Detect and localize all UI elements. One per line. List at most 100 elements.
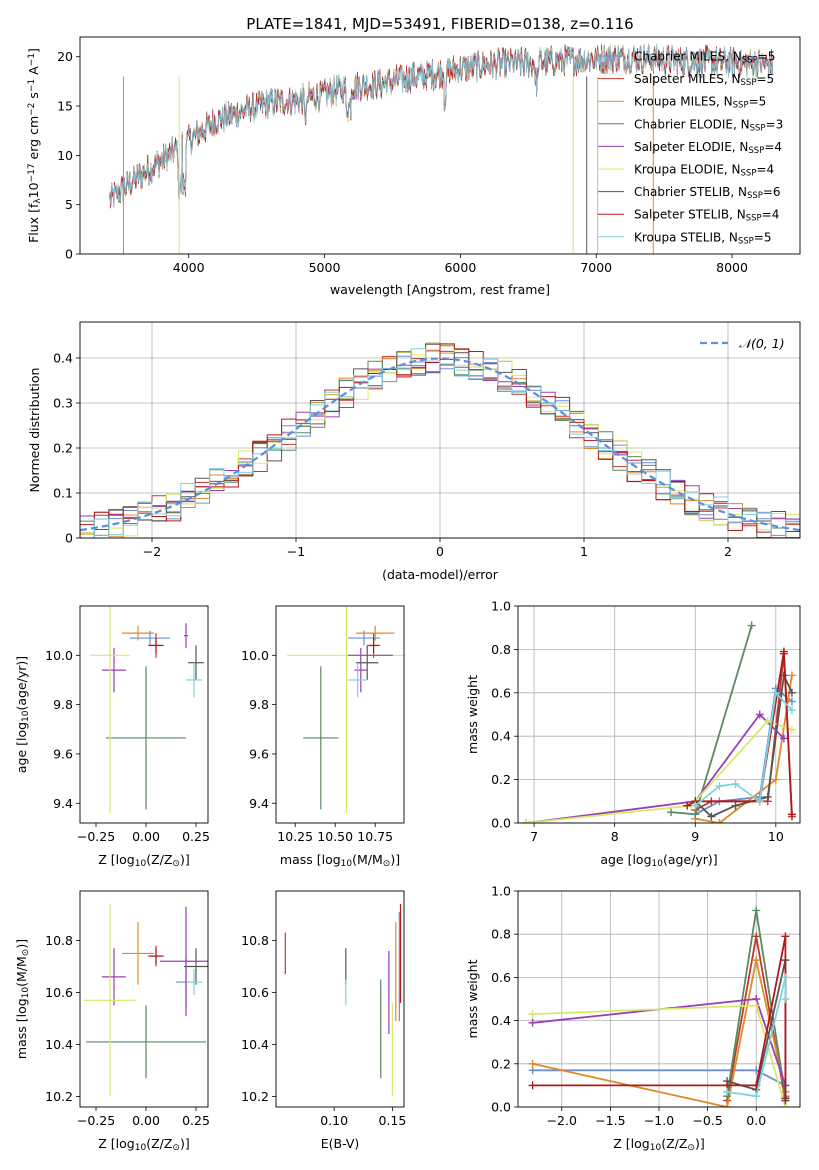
tick-label-y: 10.6 (45, 985, 73, 1000)
weight-marker (781, 932, 790, 941)
tick-label-y: 0.2 (53, 441, 73, 456)
tick-label-y: 5 (65, 197, 73, 212)
normal-reference-curve (80, 357, 800, 532)
legend-label-tail: =5 (754, 230, 772, 244)
tick-label-y: 9.8 (53, 697, 73, 712)
weight-line (526, 719, 793, 823)
weight-marker (755, 710, 764, 719)
weight-line (525, 713, 785, 823)
label-part: ⊙ (383, 859, 391, 869)
x-axis-label: mass [log10(M/M⊙)] (280, 852, 400, 869)
label-part: mass [log (280, 852, 341, 867)
weight-marker (771, 688, 780, 697)
tick-label-y: 9.8 (249, 697, 269, 712)
y-axis-label: age [log10(age/yr)] (14, 656, 31, 773)
label-part: ⊙ (172, 859, 180, 869)
weight-line (726, 977, 787, 1098)
label-part: Z [log (98, 1136, 134, 1151)
weight-marker (528, 1018, 537, 1027)
weight-marker (755, 797, 764, 806)
error-bars (84, 904, 208, 1097)
plot-frame (517, 605, 801, 824)
tick-label-y: 9.6 (53, 746, 73, 761)
x-axis-label: E(B-V) (321, 1136, 360, 1151)
y-axis-label: Normed distribution (27, 368, 42, 493)
weight-marker (707, 812, 716, 821)
legend-label-tail: =5 (758, 50, 776, 64)
label-part: erg cm (26, 116, 41, 164)
label-part: (age/yr)] (663, 852, 718, 867)
tick-label-y: 9.6 (249, 746, 269, 761)
legend-label: Salpeter ELODIE, NSSP=4 (634, 140, 782, 156)
plot-frame (79, 321, 801, 539)
tick-label-y: 1.0 (491, 599, 511, 614)
tick-label-y: 10.4 (241, 1037, 269, 1052)
label-part: (Z/Z (146, 1136, 172, 1151)
tick-label-y: 0.1 (53, 486, 73, 501)
tick-label-x: 2 (724, 544, 732, 559)
tick-label-x: −2 (143, 544, 161, 559)
tick-label-y: 10.2 (45, 1089, 73, 1104)
tick-label-y: 9.4 (249, 796, 269, 811)
tick-label-x: 10.50 (317, 829, 353, 844)
label-part: −2 (27, 103, 37, 116)
y-axis-label: Flux [fλ10−17 erg cm−2 s−1 A−1] (26, 48, 43, 243)
label-part: Z [log (98, 852, 134, 867)
weight-marker (779, 647, 788, 656)
error-bars (90, 606, 204, 814)
weight-marker (781, 995, 790, 1003)
legend-label-main: Salpeter ELODIE, N (634, 140, 748, 154)
panel-mass-weight-vs-Z: −2.0 −1.5 −1.0 −0.5 0.0 0.0 0.2 0.4 0.6 0.8 1.0 Z [… (465, 884, 801, 1153)
plot-frame (79, 890, 209, 1108)
tick-label-y: 10 (57, 148, 73, 163)
weight-marker (787, 725, 796, 734)
label-part: Z [log (613, 1136, 649, 1151)
y-axis-label: mass weight (465, 675, 480, 754)
tick-label-x: −0.25 (77, 829, 115, 844)
legend-label: Chabrier STELIB, NSSP=6 (634, 185, 781, 201)
label-part: −1 (27, 53, 37, 66)
x-axis-label: Z [log10(Z/Z⊙)] (98, 852, 189, 869)
legend-label-tail: =4 (762, 208, 780, 222)
weight-marker (528, 1081, 537, 1090)
tick-label-x: 6000 (444, 260, 476, 275)
weight-marker (752, 956, 761, 965)
tick-label-x: 9 (691, 829, 699, 844)
label-part: )] (695, 1136, 705, 1151)
panel-age-vs-Z: −0.25 0.00 0.259.49.69.810.0Z [log10(Z/Z⊙)… (14, 605, 210, 869)
legend-label-sub: SSP (733, 101, 749, 111)
label-part: 10 (650, 1143, 662, 1153)
legend-label-sub: SSP (748, 146, 764, 156)
weight-marker (752, 1092, 761, 1101)
label-part: 10 (21, 987, 31, 999)
legend-label-sub: SSP (750, 124, 766, 134)
tick-label-y: 10.4 (45, 1037, 73, 1052)
plot-frame (79, 605, 209, 824)
plot-frame (275, 605, 405, 824)
tick-label-x: 0.10 (320, 1113, 348, 1128)
label-part: λ (33, 198, 43, 204)
legend-label: Chabrier MILES, NSSP=5 (634, 50, 775, 66)
weight-marker (779, 671, 788, 680)
weight-marker (528, 1010, 537, 1019)
legend-label: Kroupa MILES, NSSP=5 (634, 95, 766, 111)
tick-label-x: 0.00 (132, 829, 160, 844)
weight-marker (747, 621, 756, 630)
weight-marker (787, 706, 796, 715)
spectrum-line (109, 44, 774, 207)
tick-label-y: 10.0 (241, 648, 269, 663)
label-part: ⊙ (172, 1143, 180, 1153)
legend-label-tail: =5 (756, 72, 774, 86)
error-bars (287, 606, 404, 814)
histogram-step-line (80, 348, 800, 538)
panel-histogram: −2 −1 0 1 2 0 0.1 0.2 0.3 0.4 (data-model)/error No… (27, 321, 801, 582)
tick-label-y: 15 (57, 99, 73, 114)
label-part: 10 (26, 182, 41, 198)
legend-label-sub: SSP (741, 78, 757, 88)
y-axis-label: mass weight (465, 959, 480, 1038)
plot-frame (517, 890, 801, 1108)
weight-marker (787, 671, 796, 680)
tick-label-x: 10.25 (277, 829, 313, 844)
